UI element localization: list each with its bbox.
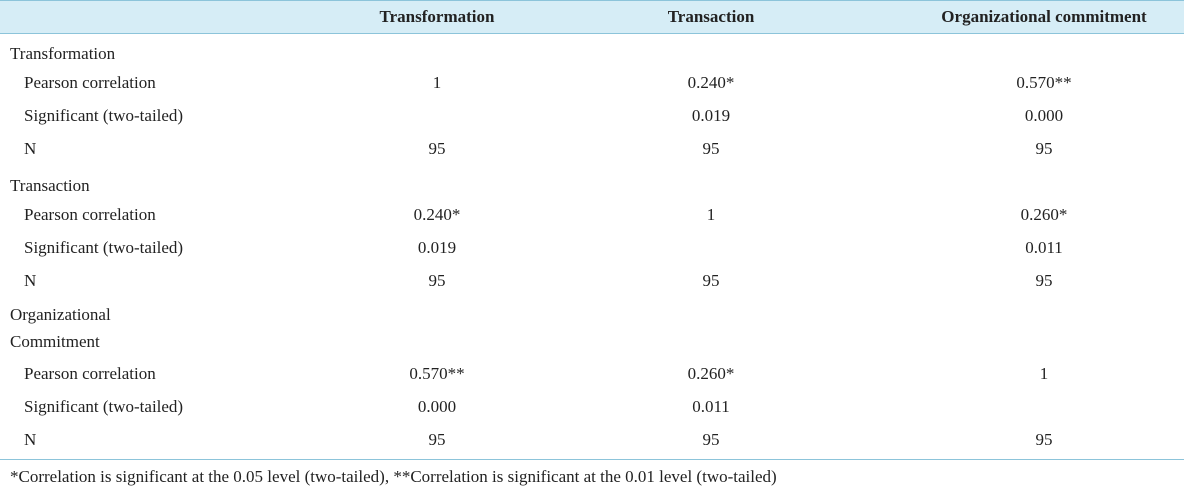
cell: 0.019 [691,106,731,125]
cell: 95 [428,430,446,449]
cell: 95 [702,271,720,290]
bottom-rule [0,459,1184,460]
row-label: Pearson correlation [24,205,156,224]
row-label: Pearson correlation [24,73,156,92]
cell: 95 [428,139,446,158]
footnote: *Correlation is significant at the 0.05 … [10,467,777,486]
row-label: Significant (two-tailed) [24,238,184,257]
column-header: Transformation [379,7,495,26]
cell: 0.011 [1025,238,1063,257]
cell: 0.570** [1016,73,1072,92]
column-header: Organizational commitment [941,7,1147,26]
row-label: Significant (two-tailed) [24,397,184,416]
row-label: Pearson correlation [24,364,156,383]
cell: 1 [706,205,716,224]
cell: 0.260* [1020,205,1068,224]
cell: 0.000 [417,397,457,416]
cell: 95 [1035,139,1053,158]
cell: 0.570** [409,364,465,383]
row-label: N [24,430,37,449]
cell: 95 [702,139,720,158]
cell: 0.019 [417,238,457,257]
group-label: Organizational Commitment [10,305,111,351]
cell: 0.240* [413,205,461,224]
cell: 1 [1039,364,1049,383]
cell: 0.000 [1024,106,1064,125]
cell: 95 [702,430,720,449]
cell: 0.011 [692,397,730,416]
group-label: Transformation [10,44,116,63]
header-band [0,0,1184,34]
cell: 95 [428,271,446,290]
cell: 1 [432,73,442,92]
row-label: Significant (two-tailed) [24,106,184,125]
group-label: Transaction [10,176,90,195]
cell: 0.260* [687,364,735,383]
cell: 95 [1035,271,1053,290]
column-header: Transaction [667,7,755,26]
cell: 95 [1035,430,1053,449]
row-label: N [24,271,37,290]
cell: 0.240* [687,73,735,92]
row-label: N [24,139,37,158]
